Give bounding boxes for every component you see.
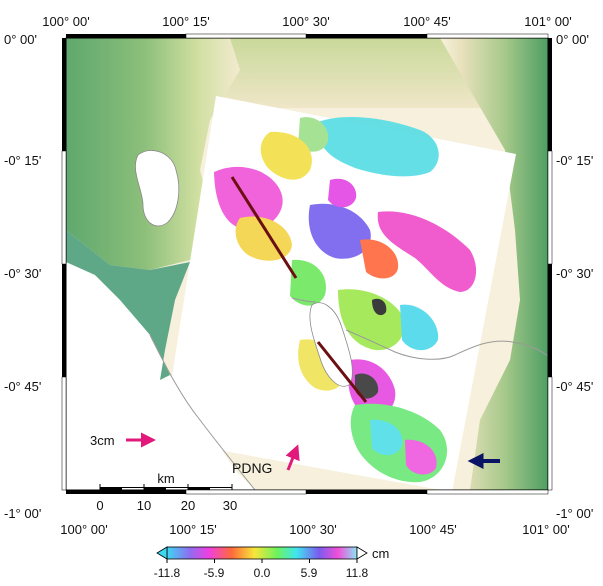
left-lat-label: -0° 15' <box>4 153 42 168</box>
fault-trace-north <box>230 176 298 279</box>
terrain-east <box>440 38 548 490</box>
top-lon-label: 100° 15' <box>162 14 210 29</box>
right-lat-label: -0° 45' <box>556 379 594 394</box>
coastline <box>149 334 256 490</box>
map-frame <box>61 33 553 495</box>
bottom-lon-label: 100° 30' <box>289 522 337 537</box>
scale-bar-tick: 10 <box>136 498 152 513</box>
scale-bar-tick: 30 <box>222 498 238 513</box>
top-lon-label: 100° 30' <box>282 14 330 29</box>
colorbar-tick: 11.8 <box>345 566 369 580</box>
left-lat-label: 0° 00' <box>4 32 37 47</box>
scale-bar-tick: 20 <box>180 498 196 513</box>
colorbar-tick: 5.9 <box>300 566 318 580</box>
deformation-patches <box>214 116 477 483</box>
reference-arrow-label: 3cm <box>90 433 115 448</box>
right-lat-label: 0° 00' <box>556 32 589 47</box>
top-lon-label: 101° 00' <box>524 14 572 29</box>
right-lat-label: -1° 00' <box>556 506 594 521</box>
bottom-lon-label: 101° 00' <box>522 522 570 537</box>
bottom-lon-label: 100° 15' <box>169 522 217 537</box>
crater-lake <box>135 150 180 227</box>
map-area <box>66 38 548 490</box>
top-lon-label: 100° 45' <box>403 14 451 29</box>
colorbar-tick: 0.0 <box>253 566 271 580</box>
bottom-lon-label: 100° 00' <box>60 522 108 537</box>
left-lat-label: -0° 45' <box>4 379 42 394</box>
bottom-lon-label: 100° 45' <box>409 522 457 537</box>
colorbar-tick: -11.8 <box>153 566 181 580</box>
river-line <box>291 297 548 360</box>
scale-bar <box>99 484 233 490</box>
colorbar-high-triangle <box>356 546 368 560</box>
scale-bar-unit: km <box>157 471 175 486</box>
left-lat-label: -0° 30' <box>4 266 42 281</box>
left-lat-label: -1° 00' <box>4 506 42 521</box>
right-lat-label: -0° 30' <box>556 266 594 281</box>
colorbar-low-triangle <box>156 546 168 560</box>
coastal-lowland <box>66 230 190 380</box>
scale-bar-tick: 0 <box>96 498 104 513</box>
top-lon-label: 100° 00' <box>42 14 90 29</box>
fault-trace-south <box>316 341 368 403</box>
colorbar-unit: cm <box>372 546 390 561</box>
colorbar-tick: -5.9 <box>203 566 225 580</box>
pdng-displacement-arrow <box>285 444 300 471</box>
right-lat-label: -0° 15' <box>556 153 594 168</box>
colorbar <box>156 546 368 563</box>
station-label: PDNG <box>232 460 273 476</box>
